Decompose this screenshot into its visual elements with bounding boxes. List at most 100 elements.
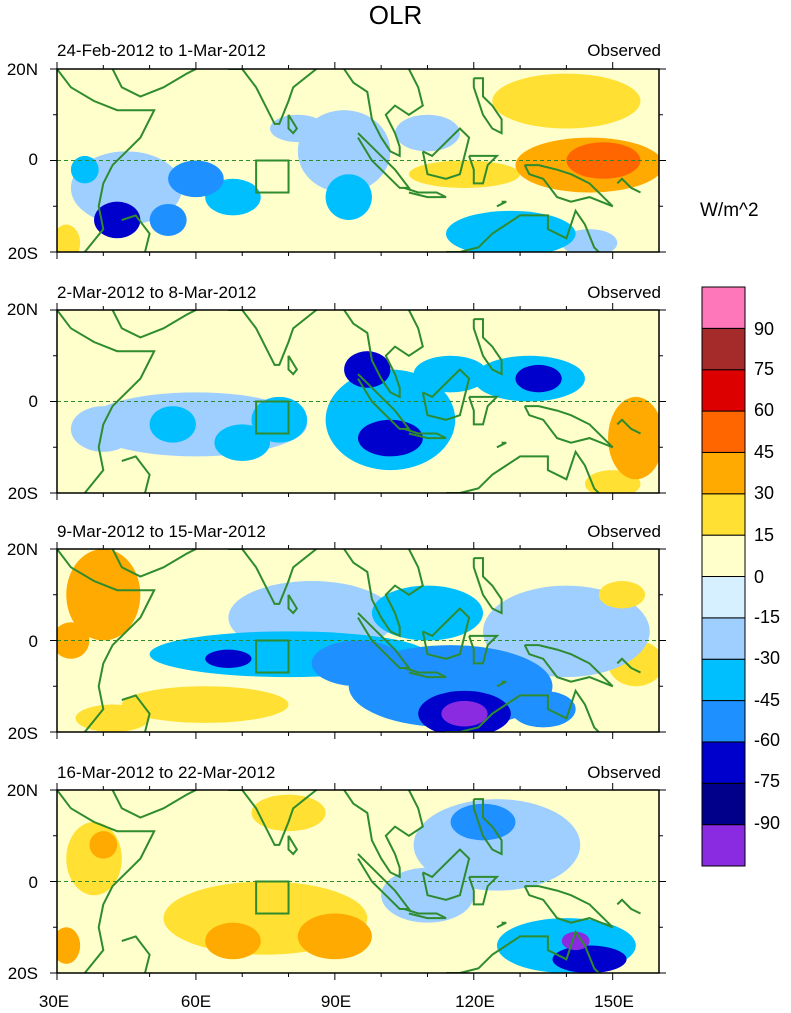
panel-4-lat-20n: 20N — [6, 781, 38, 800]
panel-4-coastline-13 — [616, 898, 641, 915]
panel-4-coastline-10 — [472, 798, 503, 856]
panel-3-lat-0: 0 — [28, 632, 38, 651]
colorbar-bin-12 — [701, 327, 746, 371]
panel-3-lat-20s: 20S — [7, 724, 38, 743]
panel-4-anomaly-8 — [89, 831, 118, 859]
colorbar-label-neg75: -75 — [754, 771, 781, 791]
panel-3-coastline-14 — [496, 680, 507, 688]
colorbar-bin-13 — [701, 286, 746, 329]
colorbar-bin-9 — [701, 451, 746, 495]
panel-4-coastline-0 — [57, 790, 156, 973]
panel-2-coastline-0 — [57, 310, 156, 493]
panel-2-anomaly-11 — [358, 419, 423, 457]
panel-3-lat-20n: 20N — [6, 540, 38, 559]
panel-2-date: 2-Mar-2012 to 8-Mar-2012 — [57, 283, 257, 302]
panel-1-anomaly-16 — [149, 203, 187, 236]
colorbar-label-15: 15 — [754, 525, 775, 545]
colorbar-bin-3 — [701, 700, 746, 743]
panel-2-coastline-6 — [357, 373, 411, 430]
panel-4-lat-20s: 20S — [7, 964, 38, 983]
panel-1-coastline-0 — [57, 69, 156, 252]
colorbar-bin-1 — [701, 782, 746, 826]
lon-label-30e: 30E — [38, 992, 70, 1011]
panel-3-map — [57, 549, 659, 732]
panel-4-map — [57, 790, 659, 973]
panel-4-coastline-2 — [111, 790, 197, 819]
panel-4-anomaly-10 — [450, 803, 516, 841]
panel-3-anomaly-4 — [598, 581, 646, 609]
panel-2-coastline-12 — [446, 449, 600, 493]
panel-2-analysis-box — [255, 400, 290, 435]
panel-3-anomaly-6 — [66, 549, 141, 641]
panel-3-coastline-1 — [121, 694, 151, 732]
panel-1-source: Observed — [587, 41, 661, 60]
panel-1-anomaly-2 — [492, 73, 641, 129]
colorbar-label-neg90: -90 — [754, 813, 781, 833]
panel-4-coastline-6 — [357, 853, 411, 910]
panel-3-coastline-9 — [468, 634, 500, 665]
panel-1-coastline-1 — [121, 214, 151, 252]
panel-4-coastline-8 — [403, 908, 447, 920]
panel-2-anomaly-12 — [515, 364, 562, 393]
panel-3-coastline-8 — [403, 667, 447, 679]
panel-2-coastline-3 — [228, 310, 317, 366]
panel-2-anomaly-10 — [344, 351, 391, 388]
panel-1-coastline-13 — [616, 177, 641, 194]
panel-4-anomaly-4 — [297, 913, 372, 960]
panel-4-coastline-4 — [287, 835, 299, 856]
panel-2-anomaly-5 — [608, 396, 659, 480]
panel-1-anomaly-14 — [168, 160, 224, 198]
panel-2-anomaly-3 — [251, 396, 308, 443]
colorbar-label-neg60: -60 — [754, 730, 781, 750]
panel-1-anomaly-13 — [325, 174, 372, 220]
colorbar-label-0: 0 — [754, 567, 765, 587]
panel-3-coastline-5 — [343, 549, 424, 638]
panel-2-coastline-5 — [343, 310, 424, 399]
panel-1-analysis-box — [255, 159, 290, 194]
panel-3-coastline-4 — [287, 594, 299, 615]
panel-1-coastline-5 — [343, 69, 424, 158]
colorbar-label-30: 30 — [754, 483, 775, 503]
lon-label-90e: 90E — [320, 992, 352, 1011]
panel-2-coastline-11 — [523, 405, 614, 449]
panel-3-coastline-7 — [421, 607, 471, 660]
panel-4-coastline-11 — [523, 885, 614, 929]
panel-1-coastline-12 — [446, 208, 600, 252]
panel-2-coastline-13 — [616, 418, 641, 435]
panel-1-anomaly-11 — [446, 210, 576, 252]
panel-3-anomaly-15 — [441, 700, 488, 727]
colorbar-bin-2 — [701, 741, 746, 784]
panel-2-coastline-9 — [468, 395, 500, 426]
panel-2-coastline-10 — [472, 318, 503, 376]
panel-1-anomaly-5 — [57, 224, 81, 252]
panel-2-lat-20s: 20S — [7, 484, 38, 503]
panel-1-anomaly-12 — [70, 155, 99, 184]
panel-1-anomaly-3 — [408, 160, 521, 188]
colorbar-bin-8 — [701, 493, 746, 536]
panel-1-coastline-9 — [468, 154, 500, 185]
panel-2-anomaly-9 — [149, 406, 196, 443]
chart-title: OLR — [368, 0, 423, 30]
panel-2-map — [57, 310, 659, 493]
panel-4-anomaly-0 — [251, 794, 326, 832]
panel-1-map — [57, 69, 659, 252]
panel-1-coastline-4 — [287, 114, 299, 135]
panel-3-analysis-box — [255, 639, 290, 674]
colorbar-bin-11 — [701, 369, 746, 412]
units-label: W/m^2 — [700, 200, 759, 221]
panel-3-anomaly-12 — [510, 690, 576, 728]
colorbar-label-neg30: -30 — [754, 648, 781, 668]
panel-4-lat-0: 0 — [28, 873, 38, 892]
colorbar-bin-6 — [701, 576, 746, 619]
panel-3-coastline-0 — [57, 549, 156, 732]
panel-4-coastline-9 — [468, 875, 500, 906]
colorbar-bin-4 — [701, 658, 746, 702]
panel-1-coastline-3 — [228, 69, 317, 125]
panel-1-coastline-8 — [403, 186, 447, 199]
panel-4-coastline-7 — [421, 848, 471, 901]
panel-1-date: 24-Feb-2012 to 1-Mar-2012 — [57, 41, 266, 60]
panel-1-coastline-11 — [523, 164, 614, 208]
panel-1-coastline-7 — [421, 127, 471, 180]
colorbar-label-neg15: -15 — [754, 607, 781, 627]
